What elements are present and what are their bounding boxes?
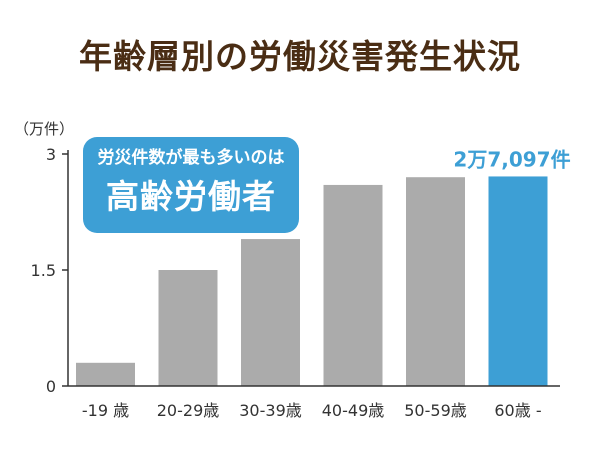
y-tick-label: 0: [46, 377, 56, 396]
x-tick-label: 60歳 -: [494, 401, 541, 420]
bars-layer: [76, 176, 548, 386]
bar-3: [241, 239, 300, 386]
chart-title: 年齢層別の労働災害発生状況: [79, 37, 521, 76]
x-tick-label: 50-59歳: [404, 401, 467, 420]
bar-6: [488, 176, 548, 386]
x-tick-label: -19 歳: [82, 401, 129, 420]
bar-5: [406, 177, 465, 386]
x-tick-label: 30-39歳: [239, 401, 302, 420]
bar-4: [323, 184, 383, 386]
labels-layer: -19 歳 20-29歳 30-39歳 40-49歳 50-59歳 60歳 - 0 1.5 3 （…: [14, 120, 571, 420]
y-axis-unit-label: （万件）: [14, 120, 74, 138]
axis-layer: [62, 150, 560, 387]
callout-box: 労災件数が最も多いのは 高齢労働者: [83, 137, 299, 233]
x-tick-label: 40-49歳: [322, 401, 385, 420]
bar-1: [76, 362, 135, 386]
callout-headline: 高齢労働者: [106, 177, 276, 216]
bar-2: [158, 270, 218, 386]
y-tick-label: 1.5: [31, 261, 56, 280]
x-tick-label: 20-29歳: [157, 401, 220, 420]
callout-subtitle: 労災件数が最も多いのは: [97, 148, 285, 168]
data-label-highlight: 2万7,097件: [453, 147, 570, 171]
y-tick-label: 3: [46, 145, 56, 164]
